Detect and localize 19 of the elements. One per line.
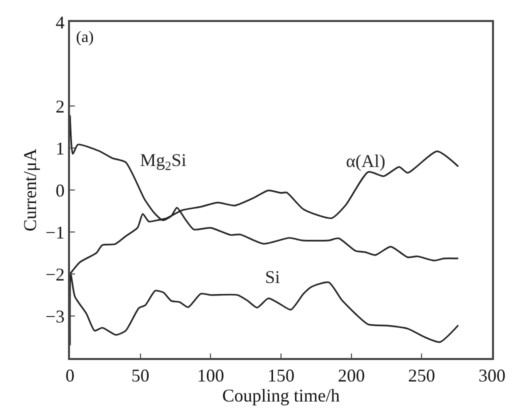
series-label: Si bbox=[265, 267, 280, 287]
y-tick-label: 0 bbox=[56, 180, 65, 200]
y-tick-label: −1 bbox=[45, 222, 65, 242]
x-tick-label: 100 bbox=[197, 365, 224, 386]
y-axis-title: Current/μA bbox=[20, 148, 40, 232]
x-tick-label: 200 bbox=[338, 365, 365, 386]
x-axis-title: Coupling time/h bbox=[222, 385, 340, 406]
y-tick-label: 4 bbox=[56, 12, 65, 32]
y-tick-label: −3 bbox=[45, 306, 65, 326]
x-tick-label: 250 bbox=[408, 365, 436, 386]
y-tick-label: −2 bbox=[45, 264, 65, 284]
y-tick-label: 1 bbox=[56, 138, 65, 158]
series-label: α(Al) bbox=[346, 151, 386, 171]
series-label: Mg$_{2}$Si bbox=[140, 150, 186, 173]
x-tick-label: 50 bbox=[131, 365, 150, 386]
y-tick-label: 2 bbox=[56, 96, 65, 116]
x-tick-label: 150 bbox=[268, 365, 294, 386]
annotation: (a) bbox=[76, 29, 94, 46]
x-tick-label: 300 bbox=[478, 365, 506, 386]
